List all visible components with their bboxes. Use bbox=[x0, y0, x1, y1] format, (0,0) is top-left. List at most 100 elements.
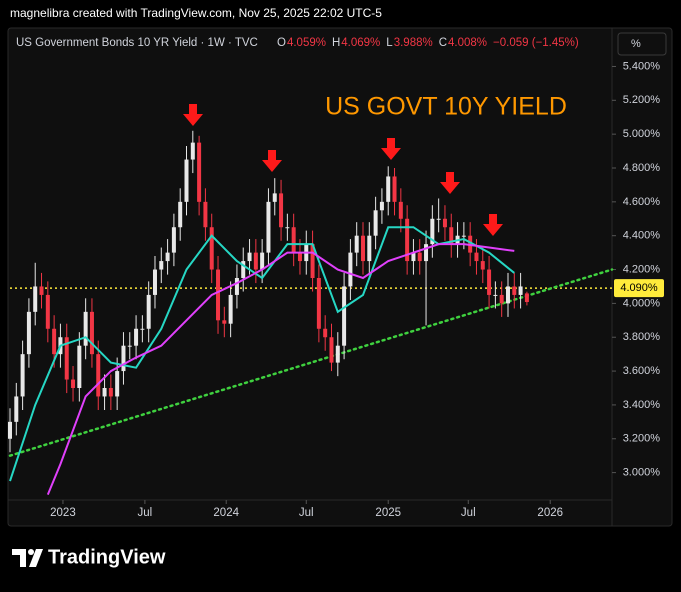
candle-body bbox=[329, 337, 334, 363]
legend-value: 4.059% bbox=[287, 37, 326, 49]
candle-body bbox=[297, 252, 302, 262]
x-tick-label: Jul bbox=[299, 507, 314, 519]
candle-body bbox=[152, 269, 157, 295]
candle-body bbox=[442, 218, 447, 228]
candle-body bbox=[203, 201, 208, 228]
chart-title: US Government Bonds 10 YR Yield · 1W · T… bbox=[16, 37, 258, 49]
y-tick-label: 3.200% bbox=[623, 433, 661, 445]
candle-body bbox=[241, 261, 246, 278]
chart-panel bbox=[7, 27, 673, 527]
candle-body bbox=[411, 252, 416, 262]
candle-body bbox=[524, 293, 529, 303]
trendline bbox=[8, 268, 614, 457]
arrow bbox=[262, 150, 282, 172]
legend-key: C bbox=[439, 37, 447, 49]
candle-body bbox=[184, 159, 189, 202]
candle-body bbox=[20, 354, 25, 397]
candle-body bbox=[260, 252, 265, 270]
logo-mark bbox=[12, 549, 26, 567]
ohlc-legend: O 4.059% H 4.069% L 3.988% C 4.008% −0.059 (−1.4… bbox=[277, 37, 579, 49]
legend-value: 4.069% bbox=[341, 37, 380, 49]
candle-body bbox=[197, 142, 202, 202]
candle-body bbox=[228, 294, 233, 324]
candle-body bbox=[424, 244, 429, 262]
candle-body bbox=[493, 294, 498, 296]
candle-body bbox=[285, 227, 290, 229]
y-tick-label: 3.400% bbox=[623, 399, 661, 411]
y-tick-label: 3.800% bbox=[623, 331, 661, 343]
logo-mark bbox=[28, 549, 34, 555]
x-tick-label: 2024 bbox=[213, 507, 239, 519]
candle-body bbox=[342, 286, 347, 346]
candle-body bbox=[89, 311, 94, 355]
ma-line bbox=[9, 226, 515, 482]
arrow bbox=[381, 138, 401, 160]
candle-body bbox=[436, 218, 441, 220]
y-tick-label: 4.200% bbox=[623, 263, 661, 275]
legend-key: L bbox=[386, 37, 393, 49]
candle-body bbox=[115, 371, 120, 397]
candle-body bbox=[417, 252, 422, 262]
annotation: US GOVT 10Y YIELD bbox=[325, 93, 567, 121]
arrow bbox=[183, 104, 203, 126]
candle-body bbox=[323, 328, 328, 338]
arrow bbox=[483, 214, 503, 236]
brand-logo bbox=[12, 549, 43, 567]
attribution: magnelibra created with TradingView.com,… bbox=[10, 6, 382, 20]
candle-body bbox=[405, 218, 410, 262]
x-tick-label: 2026 bbox=[537, 507, 563, 519]
candle-body bbox=[253, 252, 258, 270]
legend-value: 4.008% bbox=[448, 37, 487, 49]
candle-body bbox=[190, 142, 195, 160]
logo-mark bbox=[29, 549, 43, 567]
candle-body bbox=[398, 201, 403, 219]
candle-body bbox=[247, 252, 252, 262]
candle-body bbox=[14, 396, 19, 422]
candle-body bbox=[77, 345, 82, 388]
candle-body bbox=[430, 218, 435, 245]
candle-body bbox=[165, 252, 170, 262]
y-tick-label: 3.000% bbox=[623, 467, 661, 479]
price-tag-label: 4.090% bbox=[620, 282, 658, 294]
candle-body bbox=[310, 244, 315, 278]
candle-body bbox=[209, 227, 214, 270]
candle-body bbox=[33, 286, 38, 312]
x-tick-label: 2023 bbox=[50, 507, 76, 519]
candle-body bbox=[474, 252, 479, 262]
legend-value: 3.988% bbox=[394, 37, 433, 49]
y-tick-label: 4.800% bbox=[623, 162, 661, 174]
y-tick-label: 4.600% bbox=[623, 196, 661, 208]
arrow bbox=[440, 172, 460, 194]
candle-body bbox=[8, 421, 12, 439]
candle-body bbox=[505, 286, 510, 304]
candle-body bbox=[386, 176, 391, 202]
legend-key: H bbox=[332, 37, 340, 49]
scale-button-label[interactable]: % bbox=[631, 38, 641, 50]
x-tick-label: 2025 bbox=[375, 507, 401, 519]
candle-body bbox=[222, 320, 227, 324]
candle-body bbox=[134, 328, 139, 346]
y-tick-label: 5.000% bbox=[623, 128, 661, 140]
candle-body bbox=[291, 227, 296, 253]
candle-body bbox=[379, 201, 384, 211]
candle-body bbox=[266, 201, 271, 253]
candle-body bbox=[26, 311, 31, 355]
candle-body bbox=[316, 278, 321, 329]
peak-arrows bbox=[183, 104, 503, 236]
scale-button[interactable] bbox=[617, 32, 667, 56]
candle-body bbox=[127, 345, 132, 347]
plot bbox=[8, 65, 616, 504]
y-tick-label: 5.200% bbox=[623, 94, 661, 106]
y-tick-label: 3.600% bbox=[623, 365, 661, 377]
legend-change: −0.059 (−1.45%) bbox=[493, 37, 579, 49]
candle-body bbox=[146, 294, 151, 329]
candle-body bbox=[102, 388, 107, 397]
candle-body bbox=[52, 328, 57, 355]
candle-body bbox=[171, 227, 176, 253]
candle-body bbox=[83, 311, 88, 346]
candle-body bbox=[108, 388, 113, 397]
candle-body bbox=[487, 269, 492, 295]
legend-key: O bbox=[277, 37, 286, 49]
